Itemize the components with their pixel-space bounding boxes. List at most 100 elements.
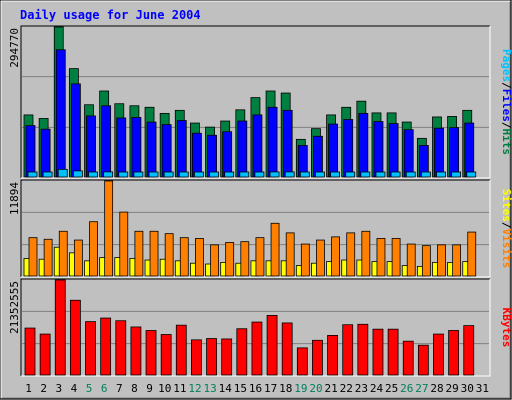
files-bar: [40, 128, 51, 178]
kbytes-bar: [417, 344, 429, 376]
visits-bar: [225, 242, 235, 277]
x-tick-label: 18: [279, 382, 292, 395]
hits-panel: 294770 Pages/Files/Hits: [8, 25, 512, 179]
x-tick-label: 3: [56, 382, 63, 395]
files-bar: [343, 119, 354, 178]
kbytes-bar: [39, 333, 51, 376]
files-bar: [388, 123, 399, 178]
kbytes-bar: [24, 327, 36, 376]
x-tick-label: 19: [294, 382, 307, 395]
x-tick-label: 11: [173, 382, 186, 395]
visits-bar: [316, 239, 325, 277]
pages-bar: [224, 171, 235, 178]
pages-bar: [436, 171, 446, 178]
pages-bar: [254, 171, 265, 178]
files-bar: [101, 105, 112, 178]
visits-bar: [43, 238, 53, 277]
kbytes-bar: [175, 324, 187, 376]
kbytes-bar: [160, 334, 172, 376]
visits-bar: [437, 244, 446, 277]
files-bar: [207, 134, 217, 178]
pages-bar: [88, 171, 98, 178]
kbytes-bar: [433, 333, 444, 376]
visits-bar: [149, 230, 159, 277]
files-bar: [192, 132, 202, 178]
hits-panel-legend: Pages/Files/Hits: [500, 49, 512, 155]
x-tick-label: 17: [264, 382, 277, 395]
x-tick-label: 13: [203, 382, 216, 395]
files-bar: [252, 114, 263, 178]
x-tick-label: 26: [400, 382, 413, 395]
visits-bar: [58, 230, 68, 277]
visits-panel-legend-visits: Visits: [500, 229, 512, 269]
hits-panel-legend-separator: /: [500, 82, 512, 89]
kbytes-bar: [145, 330, 157, 376]
pages-bar: [345, 171, 356, 178]
kbytes-bar: [206, 338, 217, 376]
visits-bar: [104, 180, 114, 277]
visits-bar: [331, 236, 340, 277]
visits-panel-max-label: 11894: [8, 182, 21, 215]
pages-bar: [178, 171, 189, 178]
files-bar: [358, 112, 369, 178]
files-bar: [449, 127, 460, 178]
kbytes-bar: [85, 321, 96, 376]
x-tick-label: 4: [71, 382, 78, 395]
kbytes-bar: [130, 326, 142, 376]
kbytes-bar: [387, 328, 399, 376]
hits-panel-legend-separator: /: [500, 122, 512, 129]
visits-bar: [285, 232, 295, 277]
pages-bar: [163, 171, 174, 178]
pages-bar: [451, 171, 462, 178]
pages-bar: [330, 171, 340, 178]
x-tick-label: 1: [25, 382, 32, 395]
kbytes-bar: [54, 279, 66, 376]
kbytes-bar: [357, 323, 369, 376]
pages-bar: [405, 171, 416, 178]
x-tick-label: 5: [86, 382, 93, 395]
x-tick-label: 30: [461, 382, 474, 395]
visits-bar: [391, 238, 401, 277]
files-bar: [373, 121, 384, 178]
x-tick-label: 15: [234, 382, 247, 395]
kbytes-bar: [296, 347, 308, 376]
x-tick-label: 10: [158, 382, 171, 395]
hits-panel-legend-pages: Pages: [500, 49, 512, 82]
visits-bar: [376, 238, 386, 277]
pages-bar: [103, 171, 114, 178]
pages-bar: [133, 171, 144, 178]
hits-panel-edge-dark: [20, 25, 490, 178]
x-tick-label: 24: [370, 382, 384, 395]
pages-bar: [239, 171, 250, 178]
files-bar: [146, 121, 157, 178]
hits-panel-max-label: 294770: [8, 28, 21, 68]
kbytes-bar: [251, 321, 263, 376]
visits-bar: [195, 238, 204, 277]
kbytes-bar: [402, 340, 414, 376]
visits-panel-legend: Sites/Visits: [500, 189, 512, 269]
pages-bar: [148, 171, 159, 178]
kbytes-panel: 21352555 KBytes: [8, 278, 512, 377]
visits-panel-edge-dark: [20, 179, 490, 277]
kbytes-panel-max-label: 21352555: [8, 281, 21, 334]
kbytes-bar: [115, 320, 127, 376]
kbytes-bar: [221, 338, 233, 376]
x-tick-label: 21: [325, 382, 338, 395]
pages-bar: [269, 171, 280, 178]
pages-bar: [284, 171, 295, 178]
kbytes-bar: [281, 322, 293, 376]
x-axis-labels: 1 2 3 4 5 6 7 8 9 10 11 12 13 14 15 16 17 18 19 20 21 22 23 24 2…: [25, 382, 489, 395]
pages-bar: [360, 171, 371, 178]
files-bar: [25, 125, 36, 178]
visits-bar: [179, 237, 189, 277]
visits-bar: [89, 221, 98, 277]
pages-bar: [209, 171, 219, 178]
kbytes-panel-edge-dark: [20, 278, 490, 376]
files-bar: [116, 117, 127, 178]
visits-bar: [210, 244, 219, 277]
kbytes-bar: [100, 317, 112, 376]
visits-panel-edge-light: [21, 180, 491, 278]
pages-bar: [299, 171, 310, 178]
files-bar: [222, 131, 233, 178]
